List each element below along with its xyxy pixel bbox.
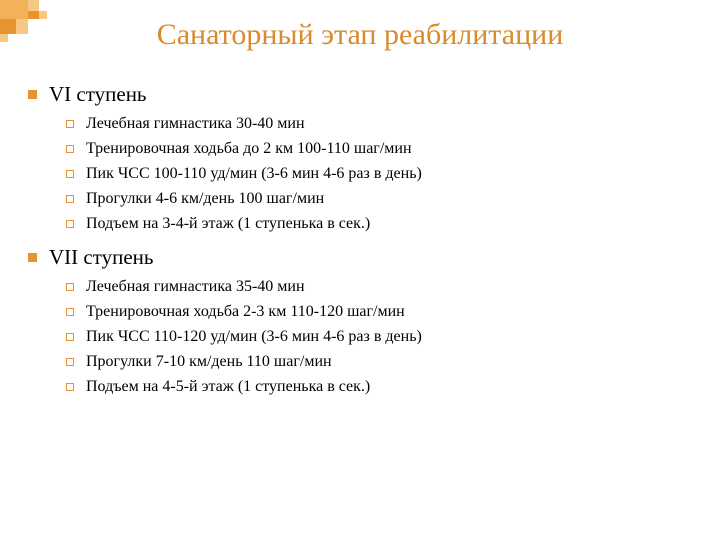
item-text: Пик ЧСС 100-110 уд/мин (3-6 мин 4-6 раз …: [86, 165, 422, 183]
items-list: Лечебная гимнастика 35-40 мин Тренировочн…: [28, 278, 700, 396]
list-item: Лечебная гимнастика 35-40 мин: [66, 278, 700, 296]
decor-square: [0, 19, 16, 34]
level-label: VI ступень: [49, 82, 147, 107]
decor-square: [0, 34, 8, 42]
level-label: VII ступень: [49, 245, 154, 270]
hollow-square-bullet-icon: [66, 220, 74, 228]
items-list: Лечебная гимнастика 30-40 мин Тренировочн…: [28, 115, 700, 233]
item-text: Подъем на 4-5-й этаж (1 ступенька в сек.…: [86, 378, 370, 396]
decor-square: [0, 0, 28, 19]
list-item: Пик ЧСС 100-110 уд/мин (3-6 мин 4-6 раз …: [66, 165, 700, 183]
item-text: Пик ЧСС 110-120 уд/мин (3-6 мин 4-6 раз …: [86, 328, 422, 346]
item-text: Прогулки 4-6 км/день 100 шаг/мин: [86, 190, 324, 208]
level-row: VII ступень: [28, 245, 700, 270]
item-text: Тренировочная ходьба 2-3 км 110-120 шаг/…: [86, 303, 405, 321]
content-area: VI ступень Лечебная гимнастика 30-40 мин Т…: [0, 52, 720, 396]
filled-square-bullet-icon: [28, 90, 37, 99]
item-text: Подъем на 3-4-й этаж (1 ступенька в сек.…: [86, 215, 370, 233]
hollow-square-bullet-icon: [66, 383, 74, 391]
list-item: Лечебная гимнастика 30-40 мин: [66, 115, 700, 133]
page-title: Санаторный этап реабилитации: [0, 0, 720, 52]
list-item: Прогулки 4-6 км/день 100 шаг/мин: [66, 190, 700, 208]
decor-square: [28, 11, 39, 19]
item-text: Лечебная гимнастика 35-40 мин: [86, 278, 305, 296]
list-item: Подъем на 4-5-й этаж (1 ступенька в сек.…: [66, 378, 700, 396]
corner-decoration: [0, 0, 60, 50]
hollow-square-bullet-icon: [66, 195, 74, 203]
item-text: Лечебная гимнастика 30-40 мин: [86, 115, 305, 133]
hollow-square-bullet-icon: [66, 145, 74, 153]
hollow-square-bullet-icon: [66, 358, 74, 366]
hollow-square-bullet-icon: [66, 170, 74, 178]
filled-square-bullet-icon: [28, 253, 37, 262]
decor-square: [39, 11, 47, 19]
hollow-square-bullet-icon: [66, 333, 74, 341]
hollow-square-bullet-icon: [66, 308, 74, 316]
list-item: Тренировочная ходьба до 2 км 100-110 шаг…: [66, 140, 700, 158]
hollow-square-bullet-icon: [66, 283, 74, 291]
list-item: Подъем на 3-4-й этаж (1 ступенька в сек.…: [66, 215, 700, 233]
item-text: Тренировочная ходьба до 2 км 100-110 шаг…: [86, 140, 412, 158]
list-item: Тренировочная ходьба 2-3 км 110-120 шаг/…: [66, 303, 700, 321]
decor-square: [28, 0, 39, 11]
hollow-square-bullet-icon: [66, 120, 74, 128]
item-text: Прогулки 7-10 км/день 110 шаг/мин: [86, 353, 332, 371]
list-item: Пик ЧСС 110-120 уд/мин (3-6 мин 4-6 раз …: [66, 328, 700, 346]
level-row: VI ступень: [28, 82, 700, 107]
list-item: Прогулки 7-10 км/день 110 шаг/мин: [66, 353, 700, 371]
decor-square: [16, 19, 28, 34]
